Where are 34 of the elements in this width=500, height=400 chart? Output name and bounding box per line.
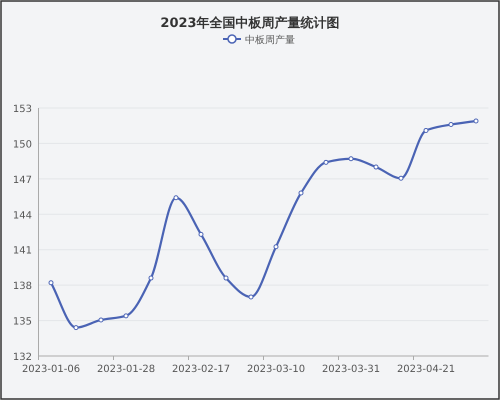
y-tick-label: 150 <box>12 139 32 150</box>
point <box>474 118 478 124</box>
legend-label: 中板周产量 <box>245 34 295 46</box>
point <box>398 176 404 181</box>
point <box>324 160 328 165</box>
point <box>174 195 178 200</box>
point <box>274 244 278 250</box>
point <box>248 294 254 300</box>
point <box>74 325 78 330</box>
point <box>198 232 204 237</box>
point <box>124 313 128 318</box>
y-tick-label: 135 <box>12 316 32 328</box>
x-tick-label: 2023-02-17 <box>172 364 230 375</box>
y-tick-label: 144 <box>12 210 32 222</box>
y-tick-label: 153 <box>12 104 32 115</box>
point <box>48 280 54 286</box>
x-tick-label: 2023-01-06 <box>22 364 80 375</box>
point <box>98 317 104 322</box>
x-tick-label: 2023-01-28 <box>96 364 156 375</box>
chart-title: 2023年全国中板周产量统计图 <box>160 15 340 31</box>
x-tick-label: 2023-03-31 <box>322 364 380 375</box>
point <box>298 190 304 196</box>
x-tick-label: 2023-04-21 <box>396 364 456 375</box>
y-tick-label: 147 <box>12 174 32 186</box>
point <box>224 276 228 281</box>
point <box>148 276 154 281</box>
point <box>374 164 378 170</box>
point <box>348 156 354 162</box>
y-tick-label: 141 <box>12 246 32 257</box>
point <box>424 128 428 133</box>
y-tick-label: 138 <box>12 281 32 292</box>
y-tick-label: 132 <box>12 352 32 363</box>
point <box>448 122 454 128</box>
x-tick-label: 2023-03-10 <box>246 364 306 375</box>
